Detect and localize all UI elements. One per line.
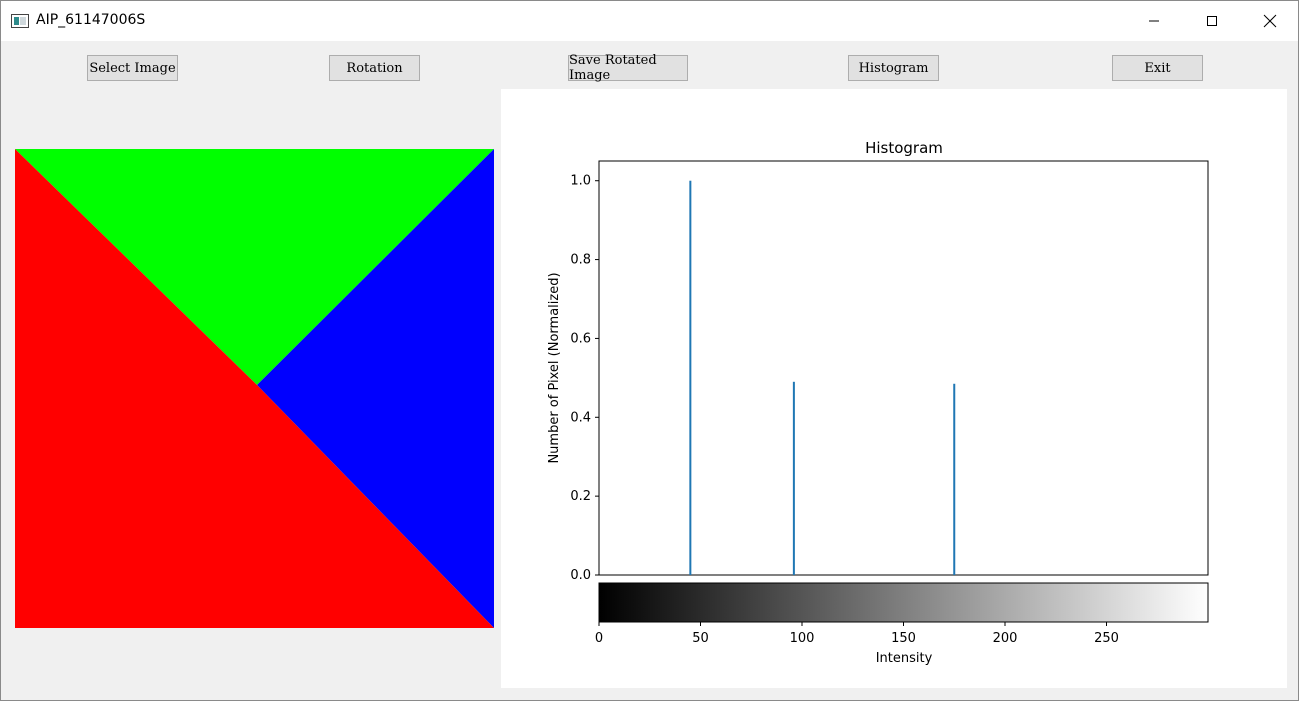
y-tick-label: 0.4: [570, 410, 591, 425]
histogram-bar: [689, 180, 692, 575]
exit-button[interactable]: Exit: [1112, 55, 1203, 81]
title-bar[interactable]: AIP_61147006S: [1, 1, 1298, 41]
select-image-button[interactable]: Select Image: [87, 55, 178, 81]
blue-triangle: [257, 149, 494, 628]
maximize-icon: [1207, 16, 1217, 26]
y-tick-label: 1.0: [570, 174, 591, 189]
plot-area: [598, 160, 1209, 576]
histogram-button[interactable]: Histogram: [848, 55, 939, 81]
y-tick-label: 0.0: [570, 568, 591, 583]
red-triangle: [15, 149, 494, 628]
y-tick-label: 0.2: [570, 489, 591, 504]
x-tick-label: 100: [790, 631, 815, 646]
minimize-button[interactable]: [1125, 1, 1183, 41]
x-tick-label: 0: [595, 631, 603, 646]
histogram-bar: [953, 383, 956, 575]
chart-title: Histogram: [865, 139, 943, 157]
y-tick-label: 0.6: [570, 331, 591, 346]
image-preview: [15, 149, 494, 628]
x-axis-label: Intensity: [876, 651, 933, 666]
y-axis-label: Number of Pixel (Normalized): [547, 272, 562, 463]
x-tick-label: 150: [891, 631, 916, 646]
close-icon: [1263, 14, 1277, 28]
rotation-button[interactable]: Rotation: [329, 55, 420, 81]
x-tick-label: 200: [993, 631, 1018, 646]
app-icon: [11, 14, 29, 28]
y-tick-label: 0.8: [570, 253, 591, 268]
green-triangle: [15, 149, 494, 385]
close-button[interactable]: [1241, 1, 1299, 41]
minimize-icon: [1149, 20, 1159, 22]
histogram-bar: [792, 381, 795, 575]
window-title: AIP_61147006S: [36, 12, 146, 28]
x-tick-label: 250: [1094, 631, 1119, 646]
histogram-plot-panel: Histogram 0.0 0.2 0.4 0.6 0.8 1.0 Number of P…: [501, 89, 1287, 688]
x-tick-label: 50: [692, 631, 709, 646]
colorbar: [598, 582, 1209, 623]
save-rotated-image-button[interactable]: Save Rotated Image: [568, 53, 688, 83]
histogram-chart: Histogram 0.0 0.2 0.4 0.6 0.8 1.0 Number of P…: [547, 139, 1209, 666]
maximize-button[interactable]: [1183, 1, 1241, 41]
